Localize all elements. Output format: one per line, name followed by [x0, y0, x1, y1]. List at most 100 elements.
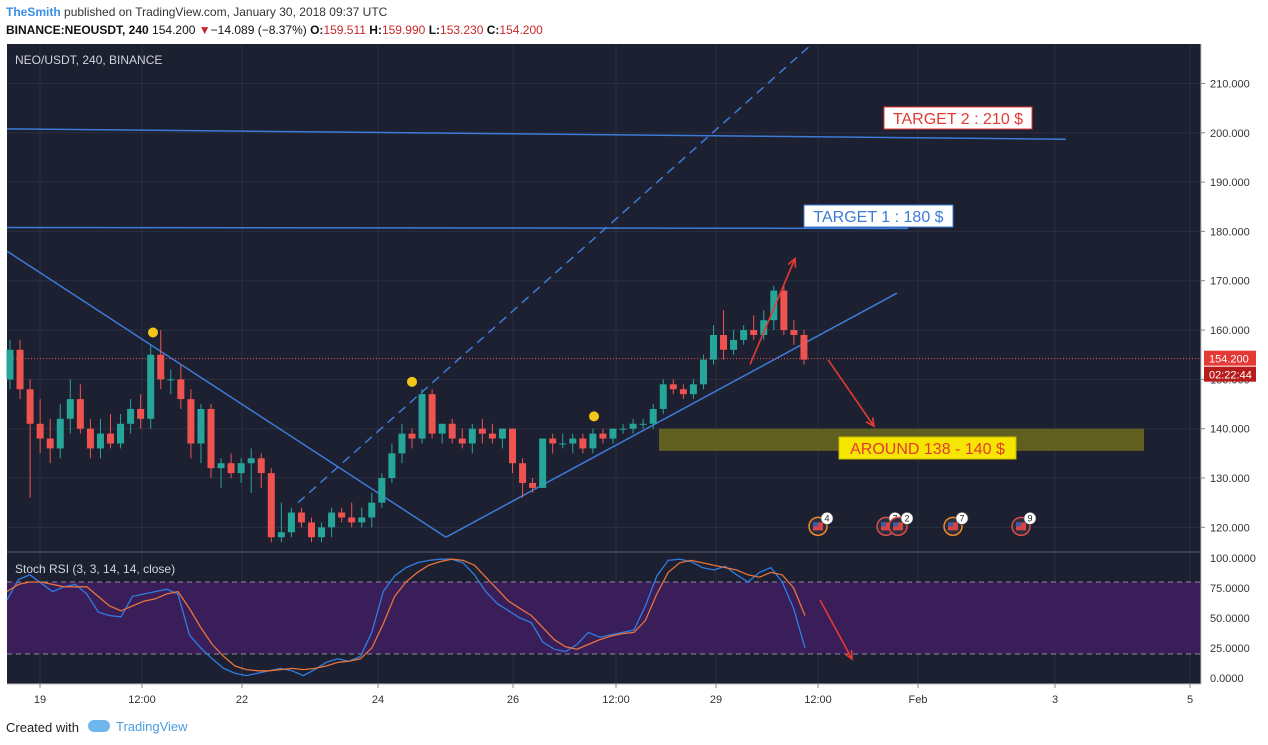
candle-body [790, 330, 798, 335]
arrow-shaft [819, 599, 853, 660]
candle-body [46, 438, 54, 449]
badge-count: 9 [1027, 513, 1032, 523]
candle-body [398, 433, 406, 454]
candle-body [197, 408, 205, 444]
candle-body [36, 423, 44, 439]
candle-body [358, 517, 366, 523]
us-flag-canton [948, 522, 953, 527]
candle [277, 502, 285, 543]
change-value: −14.089 (−8.37%) [210, 23, 307, 37]
candle-body [609, 428, 617, 439]
up-target-arrow [749, 256, 797, 365]
publish-info: TheSmith published on TradingView.com, J… [6, 5, 387, 19]
time-tick-label: 3 [1052, 694, 1058, 706]
event-badge[interactable]: 9 [1011, 512, 1037, 537]
stoch-tick-label: 25.0000 [1210, 643, 1250, 655]
candle [287, 507, 295, 538]
price-chart[interactable]: TARGET 2 : 210 $ TARGET 1 : 180 $ AROUND 1… [0, 44, 1268, 710]
candle [76, 384, 84, 434]
candle-body [740, 330, 748, 340]
candle-body [66, 399, 74, 419]
created-with-text: Created with [6, 720, 79, 735]
chart-plot-area[interactable] [7, 44, 1201, 684]
dashed-channel-line [297, 44, 813, 504]
signal-dot [589, 411, 599, 422]
price-tick-label: 200.000 [1210, 128, 1250, 140]
badge-count-bg [820, 512, 834, 525]
candle-body [287, 512, 295, 533]
event-badge[interactable]: 4 [808, 512, 834, 537]
candle [388, 443, 396, 483]
candle-body [368, 502, 376, 518]
countdown-label: 02:22:44 [1209, 370, 1252, 382]
candle [257, 453, 265, 488]
candle-body [177, 379, 185, 400]
candle [147, 344, 155, 429]
candle-body [619, 428, 627, 430]
candle-body [16, 349, 24, 390]
badge-count-bg [955, 512, 969, 525]
tradingview-logo[interactable]: TradingView [88, 719, 188, 734]
time-tick-label: 22 [236, 694, 248, 706]
time-axis [7, 684, 1201, 710]
candle [247, 448, 255, 493]
countdown-tag [1204, 366, 1256, 382]
us-flag-canton [893, 522, 898, 527]
candle [579, 433, 587, 454]
event-badge[interactable]: 2 [888, 512, 914, 537]
event-badge[interactable]: 7 [943, 512, 969, 537]
candle-body [76, 399, 84, 429]
high-value: 159.990 [381, 23, 426, 37]
zone-label: AROUND 138 - 140 $ [838, 436, 1017, 460]
target2-label-box [883, 106, 1033, 130]
candle-body [438, 423, 446, 434]
price-tick-label: 180.000 [1210, 226, 1250, 238]
candle [348, 502, 356, 528]
down-triangle-icon: ▼ [198, 23, 211, 37]
candle-body [549, 438, 557, 444]
candle [137, 394, 145, 429]
badge-count: 2 [904, 513, 909, 523]
candle [318, 522, 326, 543]
candle [549, 433, 557, 454]
candle-body [629, 423, 637, 429]
candle [478, 418, 486, 444]
candle [498, 428, 506, 449]
candle-body [589, 433, 597, 449]
us-flag-canton [813, 522, 818, 527]
tradingview-brand: TradingView [116, 719, 188, 734]
candle-body [780, 290, 788, 331]
candle-body [649, 408, 657, 424]
candle [760, 310, 768, 340]
publish-text: published on TradingView.com, January 30… [64, 5, 388, 19]
candle-body [86, 428, 94, 449]
candle [297, 507, 305, 528]
symbol-label: BINANCE:NEOUSDT, 240 [6, 23, 149, 37]
candle-body [277, 532, 285, 538]
candle-body [308, 522, 315, 538]
time-tick-label: 24 [372, 694, 384, 706]
candle [699, 354, 707, 390]
price-tick-label: 170.000 [1210, 276, 1250, 288]
candle-body [257, 458, 265, 474]
stoch-d-line [6, 558, 806, 672]
cloud-icon [88, 720, 110, 732]
candle [559, 433, 567, 449]
low-label: L: [428, 23, 441, 37]
candle-body [428, 394, 436, 434]
candle [418, 389, 426, 444]
candle [177, 364, 185, 409]
candle [46, 418, 54, 464]
candle [338, 507, 346, 523]
time-tick-label: 12:00 [602, 694, 630, 706]
candle [36, 399, 44, 454]
candle [750, 315, 758, 340]
author-link[interactable]: TheSmith [6, 5, 61, 19]
target2-label: TARGET 2 : 210 $ [883, 106, 1033, 130]
price-tick-label: 140.000 [1210, 424, 1250, 436]
candle [669, 379, 677, 395]
arrow-head [865, 417, 876, 428]
signal-dot [148, 327, 158, 338]
candle-body [679, 389, 687, 395]
candle-body [689, 384, 697, 395]
